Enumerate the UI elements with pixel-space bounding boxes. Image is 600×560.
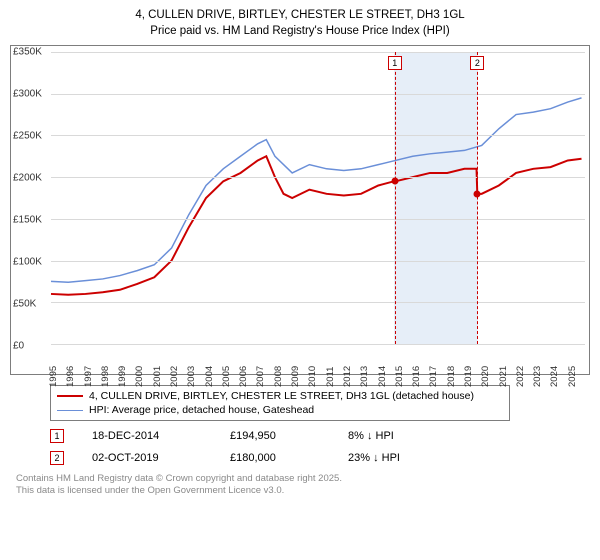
x-tick-label: 2022 xyxy=(515,366,526,387)
legend-swatch xyxy=(57,395,83,397)
gridline xyxy=(51,52,585,53)
sale-row-1: 1 18-DEC-2014 £194,950 8% ↓ HPI xyxy=(50,429,590,443)
y-tick-label: £200K xyxy=(13,173,42,184)
sale-row-2: 2 02-OCT-2019 £180,000 23% ↓ HPI xyxy=(50,451,590,465)
x-tick-label: 2009 xyxy=(290,366,301,387)
legend: 4, CULLEN DRIVE, BIRTLEY, CHESTER LE STR… xyxy=(50,385,510,421)
marker-dot-1 xyxy=(391,178,398,185)
x-tick-label: 2003 xyxy=(186,366,197,387)
y-tick-label: £100K xyxy=(13,257,42,268)
gridline xyxy=(51,344,585,345)
x-tick-label: 2002 xyxy=(169,366,180,387)
x-tick-label: 2021 xyxy=(498,366,509,387)
y-tick-label: £150K xyxy=(13,215,42,226)
chart-frame: 12 £0£50K£100K£150K£200K£250K£300K£350K1… xyxy=(10,45,590,375)
title-line-1: 4, CULLEN DRIVE, BIRTLEY, CHESTER LE STR… xyxy=(10,8,590,24)
gridline xyxy=(51,302,585,303)
x-tick-label: 2020 xyxy=(480,366,491,387)
x-tick-label: 2011 xyxy=(325,367,336,387)
legend-item: 4, CULLEN DRIVE, BIRTLEY, CHESTER LE STR… xyxy=(57,389,503,403)
sale-date: 02-OCT-2019 xyxy=(92,452,202,464)
sale-price: £194,950 xyxy=(230,430,320,442)
legend-label: 4, CULLEN DRIVE, BIRTLEY, CHESTER LE STR… xyxy=(89,390,474,402)
x-tick-label: 2013 xyxy=(359,366,370,387)
sale-marker: 2 xyxy=(50,451,64,465)
y-tick-label: £300K xyxy=(13,89,42,100)
x-tick-label: 2005 xyxy=(221,366,232,387)
footer-line-2: This data is licensed under the Open Gov… xyxy=(16,485,590,497)
x-tick-label: 2024 xyxy=(549,366,560,387)
gridline xyxy=(51,177,585,178)
legend-item: HPI: Average price, detached house, Gate… xyxy=(57,403,503,417)
footer: Contains HM Land Registry data © Crown c… xyxy=(16,473,590,498)
plot-area: 12 xyxy=(51,52,585,344)
sale-date: 18-DEC-2014 xyxy=(92,430,202,442)
x-tick-label: 2017 xyxy=(428,366,439,387)
gridline xyxy=(51,261,585,262)
marker-dot-2 xyxy=(474,190,481,197)
marker-line-2 xyxy=(477,52,478,344)
y-tick-label: £350K xyxy=(13,47,42,58)
x-tick-label: 1996 xyxy=(65,366,76,387)
chart-svg xyxy=(51,52,585,344)
y-tick-label: £250K xyxy=(13,131,42,142)
sale-marker: 1 xyxy=(50,429,64,443)
marker-box-1: 1 xyxy=(388,56,402,70)
title-line-2: Price paid vs. HM Land Registry's House … xyxy=(10,24,590,40)
y-tick-label: £50K xyxy=(13,299,36,310)
x-tick-label: 2016 xyxy=(411,366,422,387)
gridline xyxy=(51,94,585,95)
footer-line-1: Contains HM Land Registry data © Crown c… xyxy=(16,473,590,485)
x-tick-label: 1995 xyxy=(48,366,59,387)
legend-swatch xyxy=(57,410,83,411)
chart-title: 4, CULLEN DRIVE, BIRTLEY, CHESTER LE STR… xyxy=(10,8,590,39)
x-tick-label: 2018 xyxy=(446,366,457,387)
x-tick-label: 2007 xyxy=(255,366,266,387)
legend-label: HPI: Average price, detached house, Gate… xyxy=(89,404,314,416)
x-tick-label: 1999 xyxy=(117,366,128,387)
x-tick-label: 2004 xyxy=(204,366,215,387)
marker-box-2: 2 xyxy=(470,56,484,70)
x-tick-label: 1998 xyxy=(100,366,111,387)
series-hpi xyxy=(51,98,582,282)
x-tick-label: 2012 xyxy=(342,366,353,387)
sale-delta: 23% ↓ HPI xyxy=(348,452,400,464)
marker-line-1 xyxy=(395,52,396,344)
x-tick-label: 2000 xyxy=(134,366,145,387)
x-tick-label: 2019 xyxy=(463,366,474,387)
x-tick-label: 2010 xyxy=(307,366,318,387)
sale-price: £180,000 xyxy=(230,452,320,464)
sales-table: 1 18-DEC-2014 £194,950 8% ↓ HPI 2 02-OCT-2019… xyxy=(10,429,590,465)
x-tick-label: 2001 xyxy=(152,366,163,387)
x-tick-label: 2025 xyxy=(567,366,578,387)
x-tick-label: 2006 xyxy=(238,366,249,387)
sale-delta: 8% ↓ HPI xyxy=(348,430,394,442)
x-tick-label: 2008 xyxy=(273,366,284,387)
y-tick-label: £0 xyxy=(13,341,24,352)
x-tick-label: 2023 xyxy=(532,366,543,387)
x-tick-label: 1997 xyxy=(83,366,94,387)
x-tick-label: 2015 xyxy=(394,366,405,387)
gridline xyxy=(51,219,585,220)
x-tick-label: 2014 xyxy=(377,366,388,387)
gridline xyxy=(51,135,585,136)
